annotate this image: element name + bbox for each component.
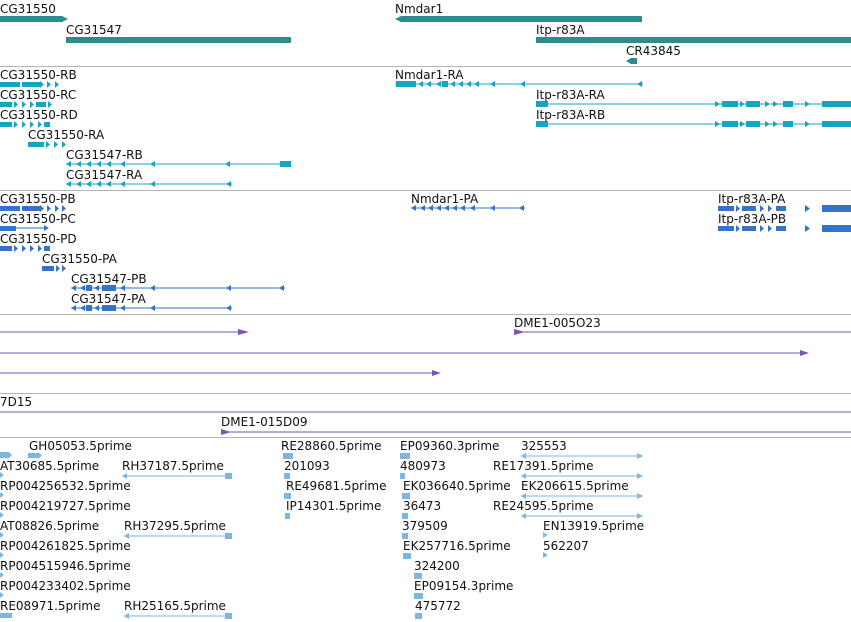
transcript-label[interactable]: CG31550-RC bbox=[0, 88, 77, 102]
protein-label[interactable]: CG31550-PA bbox=[42, 252, 117, 266]
est-label[interactable]: 324200 bbox=[414, 559, 460, 573]
est-label[interactable]: RP004261825.5prime bbox=[0, 539, 131, 553]
gene-bar-itp-r83a[interactable] bbox=[536, 37, 851, 43]
est-label[interactable]: 325553 bbox=[521, 439, 567, 453]
gene-arrow-right bbox=[62, 16, 68, 22]
transcript-label[interactable]: CG31547-RB bbox=[66, 148, 143, 162]
track-divider bbox=[0, 437, 851, 438]
est-label[interactable]: RH37295.5prime bbox=[124, 519, 226, 533]
track-divider bbox=[0, 393, 851, 394]
est-label[interactable]: 201093 bbox=[284, 459, 330, 473]
est-label[interactable]: 480973 bbox=[400, 459, 446, 473]
clone-label[interactable]: DME1-015D09 bbox=[221, 415, 308, 429]
protein-label[interactable]: Itp-r83A-PB bbox=[718, 212, 787, 226]
gene-bar-cg31547[interactable] bbox=[66, 37, 291, 43]
track-divider bbox=[0, 314, 851, 315]
gene-label[interactable]: Nmdar1 bbox=[395, 2, 444, 16]
transcript-label[interactable]: CG31550-RB bbox=[0, 68, 77, 82]
gene-label[interactable]: CG31550 bbox=[0, 2, 56, 16]
protein-label[interactable]: CG31547-PB bbox=[71, 272, 147, 286]
clone-track: DME1-005O23 bbox=[0, 315, 851, 393]
transcript-label[interactable]: Nmdar1-RA bbox=[395, 68, 464, 82]
est-track: GH05053.5prime AT30685.5prime RH37187.5p… bbox=[0, 438, 851, 622]
est-label[interactable]: EN13919.5prime bbox=[543, 519, 645, 533]
gene-bar-nmdar1[interactable] bbox=[401, 16, 642, 22]
clone-glyphs[interactable] bbox=[0, 315, 851, 393]
transcript-label[interactable]: Itp-r83A-RB bbox=[536, 108, 606, 122]
est-label[interactable]: 562207 bbox=[543, 539, 589, 553]
est-label[interactable]: RH25165.5prime bbox=[124, 599, 226, 613]
protein-label[interactable]: Nmdar1-PA bbox=[411, 192, 479, 206]
transcript-label[interactable]: CG31547-RA bbox=[66, 168, 143, 182]
est-label[interactable]: IP14301.5prime bbox=[286, 499, 382, 513]
est-label[interactable]: RP004515946.5prime bbox=[0, 559, 131, 573]
est-label[interactable]: RP004219727.5prime bbox=[0, 499, 131, 513]
est-label[interactable]: 36473 bbox=[403, 499, 442, 513]
transcript-label[interactable]: CG31550-RA bbox=[28, 128, 105, 142]
gene-track: CG31550 CG31547 Nmdar1 Itp-r83A CR43845 bbox=[0, 0, 851, 66]
clone-label[interactable]: DME1-005O23 bbox=[514, 316, 601, 330]
protein-label[interactable]: CG31547-PA bbox=[71, 292, 146, 306]
transcript-track: CG31550-RB bbox=[0, 67, 851, 190]
gene-arrow-left bbox=[626, 58, 631, 64]
gene-arrow-left bbox=[395, 16, 401, 22]
est-label[interactable]: EK206615.5prime bbox=[521, 479, 629, 493]
est-label[interactable]: RE28860.5prime bbox=[281, 439, 382, 453]
transcript-glyphs[interactable] bbox=[0, 67, 851, 190]
est-label[interactable]: AT08826.5prime bbox=[0, 519, 100, 533]
protein-label[interactable]: CG31550-PC bbox=[0, 212, 76, 226]
gene-label[interactable]: Itp-r83A bbox=[536, 23, 585, 37]
track-divider bbox=[0, 66, 851, 67]
est-label[interactable]: AT30685.5prime bbox=[0, 459, 100, 473]
est-label[interactable]: EP09360.3prime bbox=[400, 439, 500, 453]
est-label[interactable]: 379509 bbox=[402, 519, 448, 533]
est-label[interactable]: RE24595.5prime bbox=[493, 499, 594, 513]
est-label[interactable]: EK036640.5prime bbox=[403, 479, 511, 493]
est-label[interactable]: RE49681.5prime bbox=[286, 479, 387, 493]
protein-glyphs[interactable] bbox=[0, 191, 851, 314]
protein-track: CG31550-PB CG31550-PC CG31550-PD CG31550… bbox=[0, 191, 851, 314]
gene-label[interactable]: CR43845 bbox=[626, 44, 681, 58]
est-label[interactable]: GH05053.5prime bbox=[29, 439, 132, 453]
est-label[interactable]: RH37187.5prime bbox=[122, 459, 224, 473]
clone-label[interactable]: 7D15 bbox=[0, 395, 33, 409]
est-label[interactable]: EP09154.3prime bbox=[414, 579, 514, 593]
transcript-label[interactable]: CG31550-RD bbox=[0, 108, 78, 122]
est-label[interactable]: RE08971.5prime bbox=[0, 599, 101, 613]
est-label[interactable]: 475772 bbox=[415, 599, 461, 613]
clone-track: 7D15 DME1-015D09 bbox=[0, 394, 851, 437]
est-label[interactable]: RE17391.5prime bbox=[493, 459, 594, 473]
protein-label[interactable]: Itp-r83A-PA bbox=[718, 192, 786, 206]
est-label[interactable]: RP004256532.5prime bbox=[0, 479, 131, 493]
gene-bar-cr43845[interactable] bbox=[631, 58, 637, 64]
track-divider bbox=[0, 190, 851, 191]
protein-label[interactable]: CG31550-PD bbox=[0, 232, 77, 246]
transcript-label[interactable]: Itp-r83A-RA bbox=[536, 88, 605, 102]
gene-bar-cg31550[interactable] bbox=[0, 16, 62, 22]
est-label[interactable]: EK257716.5prime bbox=[403, 539, 511, 553]
est-label[interactable]: RP004233402.5prime bbox=[0, 579, 131, 593]
est-glyphs[interactable] bbox=[0, 438, 851, 622]
clone-glyphs[interactable] bbox=[0, 394, 851, 437]
protein-label[interactable]: CG31550-PB bbox=[0, 192, 76, 206]
gene-label[interactable]: CG31547 bbox=[66, 23, 122, 37]
